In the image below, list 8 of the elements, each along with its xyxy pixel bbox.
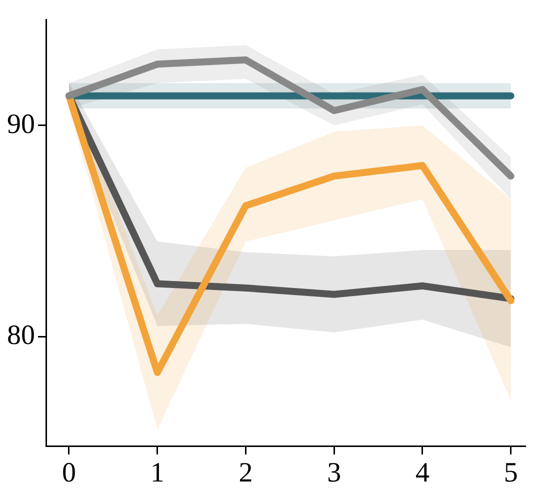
x-tick-label: 5 xyxy=(504,458,518,489)
x-tick-label: 0 xyxy=(62,458,76,489)
x-tick-label: 3 xyxy=(327,458,342,489)
y-tick-label: 90 xyxy=(7,108,35,140)
x-tick-label: 4 xyxy=(415,458,430,489)
x-tick-label: 2 xyxy=(238,458,253,489)
x-tick-label: 1 xyxy=(150,458,164,489)
y-tick-label: 80 xyxy=(7,320,35,351)
